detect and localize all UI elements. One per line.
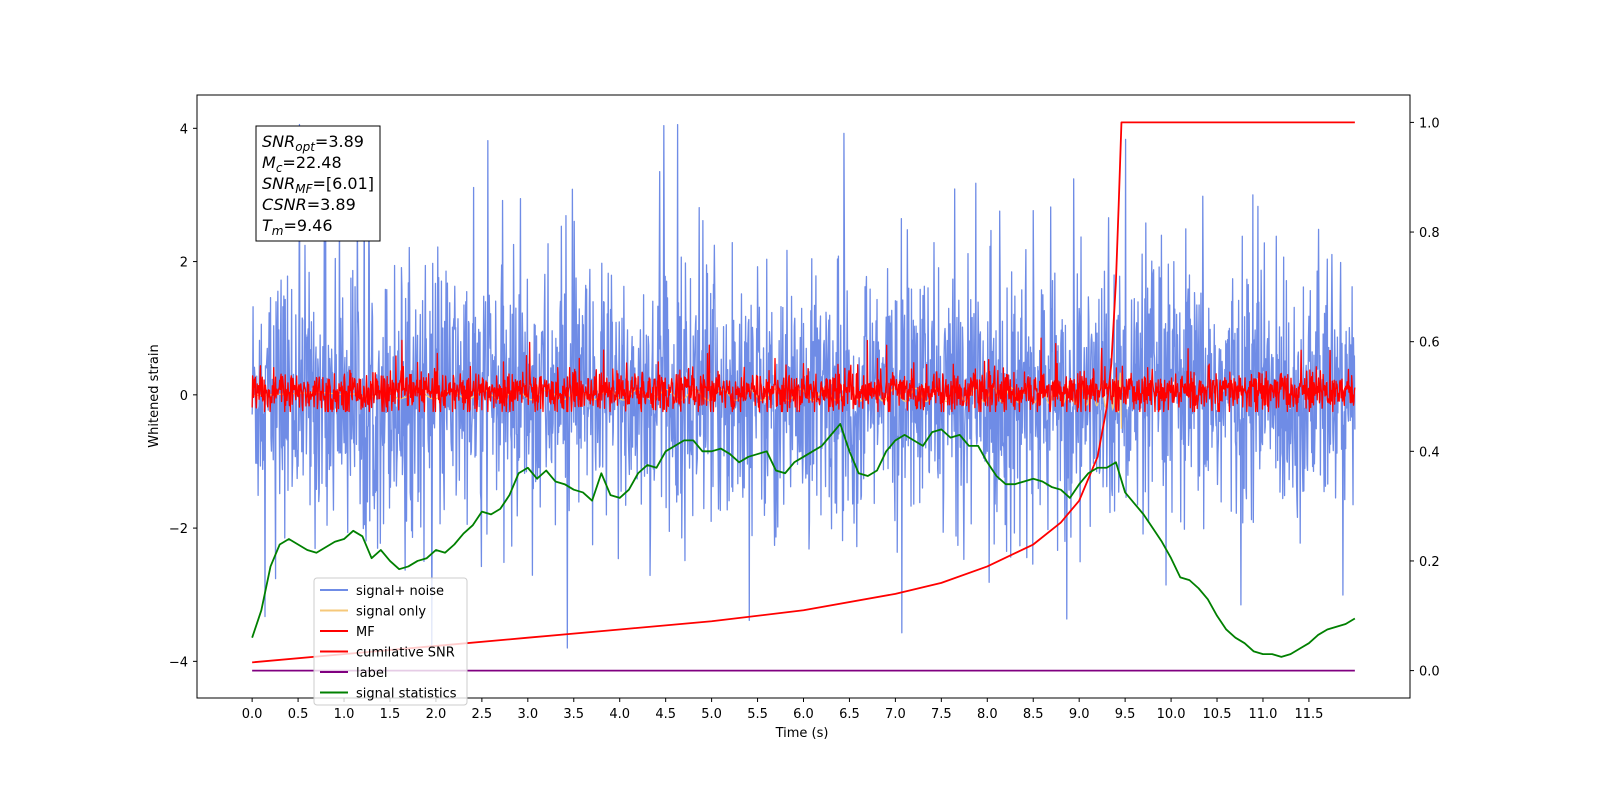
x-tick-label: 5.5 — [747, 707, 768, 722]
annotation-line: CSNR=3.89 — [262, 195, 356, 214]
legend: signal+ noise signal only MF cumilative SNR… — [313, 577, 468, 706]
x-tick-label: 8.0 — [977, 707, 998, 722]
x-tick-label: 7.5 — [931, 707, 952, 722]
x-tick-label: 11.5 — [1294, 707, 1323, 722]
legend-label-label: label — [356, 666, 387, 681]
legend-label-signal-only: signal only — [356, 605, 426, 620]
x-tick-label: 5.0 — [701, 707, 722, 722]
x-tick-label: 11.0 — [1248, 707, 1277, 722]
x-axis: 0.0 0.5 1.0 1.5 2.0 2.5 3.0 3.5 4.0 4.5 5.0 5.5 6.0 6… — [242, 698, 1323, 722]
series-line-signal-statistics — [251, 423, 1356, 658]
y-tick-label: 4 — [180, 122, 188, 137]
x-tick-label: 2.0 — [426, 707, 447, 722]
annotation-line: SNRopt=3.89 — [262, 132, 364, 154]
annotation-box-frame — [255, 125, 381, 242]
x-tick-label: 4.5 — [655, 707, 676, 722]
annotation-line: SNRMF=[6.01] — [262, 174, 374, 196]
y2-tick-label: 0.8 — [1419, 226, 1440, 241]
annotation-box: SNRopt=3.89Mc=22.48SNRMF=[6.01]CSNR=3.89… — [255, 125, 381, 242]
y-tick-label: 0 — [180, 389, 188, 404]
legend-frame — [313, 577, 468, 706]
legend-label-signal-noise: signal+ noise — [356, 584, 444, 599]
x-tick-label: 1.5 — [380, 707, 401, 722]
x-tick-label: 6.0 — [793, 707, 814, 722]
y-axis-right: 1.0 0.8 0.6 0.4 0.2 0.0 — [1410, 116, 1440, 680]
series-line-mf — [251, 337, 1356, 413]
x-axis-label: Time (s) — [775, 726, 829, 741]
x-tick-label: 8.5 — [1023, 707, 1044, 722]
x-tick-label: 3.0 — [517, 707, 538, 722]
plot-area — [251, 121, 1356, 672]
y2-tick-label: 0.6 — [1419, 336, 1440, 351]
y-axis-label: Whitened strain — [147, 344, 162, 447]
legend-label-signal-statistics: signal statistics — [356, 687, 457, 702]
x-tick-label: 4.0 — [609, 707, 630, 722]
x-tick-label: 10.5 — [1203, 707, 1232, 722]
x-tick-label: 0.5 — [288, 707, 309, 722]
y2-tick-label: 0.2 — [1419, 555, 1440, 570]
legend-label-cumilative-snr: cumilative SNR — [356, 646, 455, 661]
x-tick-label: 3.5 — [563, 707, 584, 722]
x-tick-label: 7.0 — [885, 707, 906, 722]
x-tick-label: 9.0 — [1069, 707, 1090, 722]
legend-label-mf: MF — [356, 625, 375, 640]
y-tick-label: −2 — [169, 522, 188, 537]
x-tick-label: 6.5 — [839, 707, 860, 722]
y-axis-left: 4 2 0 −2 −4 — [169, 122, 197, 670]
x-tick-label: 1.0 — [334, 707, 355, 722]
x-tick-label: 2.5 — [472, 707, 493, 722]
x-tick-label: 9.5 — [1115, 707, 1136, 722]
y2-tick-label: 0.4 — [1419, 445, 1440, 460]
y2-tick-label: 0.0 — [1419, 665, 1440, 680]
x-tick-label: 0.0 — [242, 707, 263, 722]
x-tick-label: 10.0 — [1157, 707, 1186, 722]
y2-tick-label: 1.0 — [1419, 116, 1440, 131]
series-line-cumilative-snr — [252, 121, 1355, 664]
y-tick-label: 2 — [180, 256, 188, 271]
annotation-line: Mc=22.48 — [262, 153, 342, 175]
annotation-line: Tm=9.46 — [262, 216, 333, 238]
y-tick-label: −4 — [169, 655, 188, 670]
